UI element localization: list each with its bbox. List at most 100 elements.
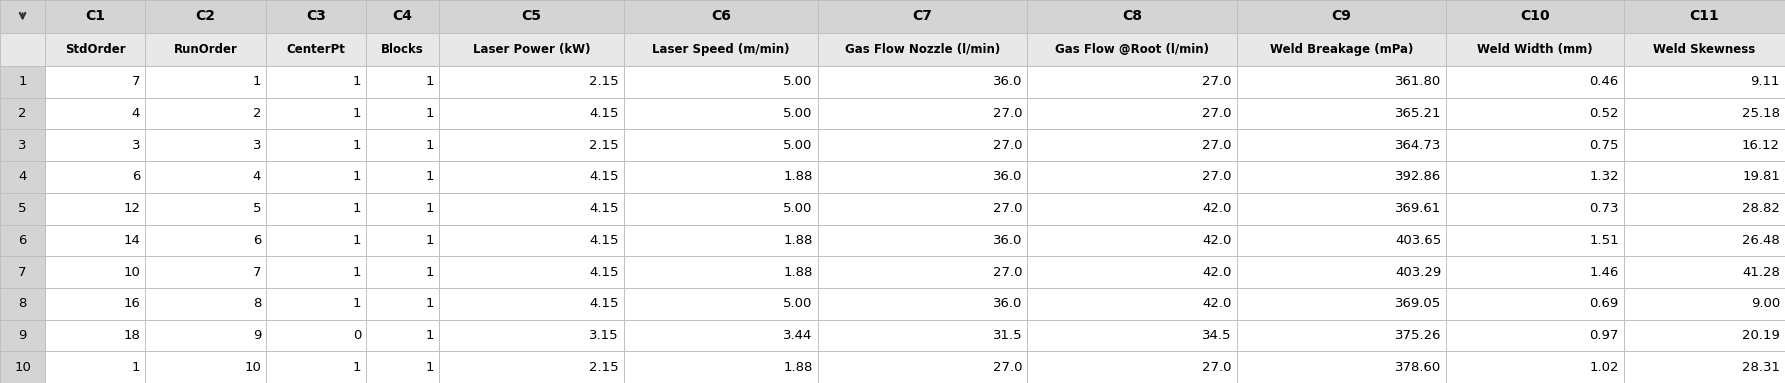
Text: 1: 1 [132,361,139,374]
Bar [439,66,625,98]
Text: C7: C7 [912,10,932,23]
Text: 0.75: 0.75 [1589,139,1619,152]
Text: 9.00: 9.00 [1751,297,1780,310]
Bar [1624,224,1785,256]
Bar [1624,66,1785,98]
Bar [145,129,266,161]
Bar [45,256,145,288]
Text: 1: 1 [425,75,434,88]
Bar [1446,66,1624,98]
Bar [366,161,439,193]
Bar [0,0,45,33]
Bar [0,224,45,256]
Bar [45,288,145,319]
Text: 5: 5 [252,202,261,215]
Bar [45,66,145,98]
Bar [818,256,1026,288]
Text: 9: 9 [253,329,261,342]
Text: 27.0: 27.0 [992,139,1023,152]
Text: 4: 4 [253,170,261,183]
Bar [1446,33,1624,66]
Bar [145,161,266,193]
Text: 28.31: 28.31 [1742,361,1780,374]
Bar [625,256,818,288]
Text: 375.26: 375.26 [1394,329,1440,342]
Text: 2.15: 2.15 [589,139,619,152]
Bar [366,66,439,98]
Bar [45,351,145,383]
Text: 4.15: 4.15 [589,297,619,310]
Bar [1237,224,1446,256]
Bar [266,224,366,256]
Text: 6: 6 [132,170,139,183]
Text: 1: 1 [425,297,434,310]
Text: C2: C2 [196,10,216,23]
Text: 5.00: 5.00 [784,107,812,120]
Bar [45,161,145,193]
Text: 10: 10 [123,265,139,278]
Bar [266,33,366,66]
Bar [0,98,45,129]
Bar [625,0,818,33]
Bar [366,351,439,383]
Text: 1: 1 [352,75,361,88]
Bar [45,319,145,351]
Text: 1: 1 [18,75,27,88]
Text: RunOrder: RunOrder [173,43,237,56]
Text: 1: 1 [425,329,434,342]
Text: 20.19: 20.19 [1742,329,1780,342]
Bar [1237,0,1446,33]
Bar [0,256,45,288]
Text: 378.60: 378.60 [1396,361,1440,374]
Bar [1026,33,1237,66]
Text: Weld Breakage (mPa): Weld Breakage (mPa) [1269,43,1414,56]
Bar [818,129,1026,161]
Bar [1026,319,1237,351]
Bar [366,129,439,161]
Text: 36.0: 36.0 [992,75,1023,88]
Bar [625,319,818,351]
Bar [625,129,818,161]
Text: 2.15: 2.15 [589,75,619,88]
Bar [0,288,45,319]
Bar [1026,66,1237,98]
Bar [0,193,45,224]
Text: 4: 4 [18,170,27,183]
Text: 4.15: 4.15 [589,265,619,278]
Text: 31.5: 31.5 [992,329,1023,342]
Bar [439,129,625,161]
Text: 8: 8 [253,297,261,310]
Text: 36.0: 36.0 [992,170,1023,183]
Text: 3.15: 3.15 [589,329,619,342]
Text: 1: 1 [425,107,434,120]
Text: 5.00: 5.00 [784,297,812,310]
Text: 7: 7 [132,75,139,88]
Text: 27.0: 27.0 [1203,107,1232,120]
Text: 4.15: 4.15 [589,234,619,247]
Text: 27.0: 27.0 [1203,75,1232,88]
Text: 3: 3 [252,139,261,152]
Bar [439,98,625,129]
Text: 3: 3 [132,139,139,152]
Bar [0,351,45,383]
Text: 1: 1 [425,361,434,374]
Bar [1624,193,1785,224]
Text: 27.0: 27.0 [992,361,1023,374]
Bar [1026,0,1237,33]
Bar [366,256,439,288]
Bar [45,224,145,256]
Text: C10: C10 [1521,10,1549,23]
Bar [439,193,625,224]
Text: 3: 3 [18,139,27,152]
Bar [1446,129,1624,161]
Text: 42.0: 42.0 [1203,265,1232,278]
Bar [439,224,625,256]
Text: 10: 10 [245,361,261,374]
Text: 1.32: 1.32 [1589,170,1619,183]
Text: 5.00: 5.00 [784,139,812,152]
Text: 361.80: 361.80 [1396,75,1440,88]
Text: 7: 7 [18,265,27,278]
Bar [45,98,145,129]
Text: 2: 2 [252,107,261,120]
Bar [266,319,366,351]
